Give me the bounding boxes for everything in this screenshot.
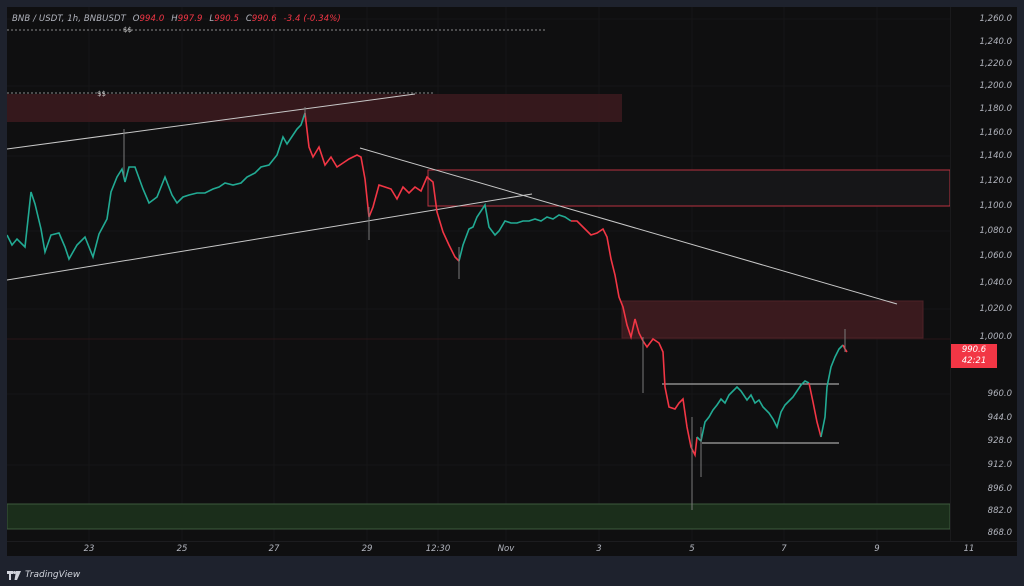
symbol-title: BNB / USDT, 1h, BNBUSDT [12,14,126,24]
price-tick: 1,140.0 [979,151,1012,161]
last-price-label: 990.6 42:21 [951,344,997,368]
price-tick: 944.0 [987,413,1012,423]
demand-zone [7,503,950,530]
price-axis[interactable]: 1,260.0 1,240.0 1,220.0 1,200.0 1,180.0 1,160… [950,7,1018,541]
candles [7,107,848,510]
time-tick: 5 [689,544,695,554]
footer-branding: TradingView [7,567,80,583]
price-tick: 1,260.0 [979,14,1012,24]
bar-countdown: 42:21 [961,356,987,366]
price-tick: 882.0 [987,506,1012,516]
price-tick: 1,180.0 [979,104,1012,114]
liquidity-label-mid: $$ [97,90,106,98]
symbol-legend: BNB / USDT, 1h, BNBUSDT O994.0 H997.9 L9… [12,14,341,24]
price-chart[interactable]: $$ $$ [7,7,950,541]
price-tick: 1,240.0 [979,37,1012,47]
open-value: 994.0 [139,14,165,24]
price-tick: 1,000.0 [979,332,1012,342]
low-value: 990.5 [214,14,240,24]
price-tick: 1,080.0 [979,226,1012,236]
time-tick: 3 [596,544,602,554]
plot-area[interactable]: $$ $$ [7,7,950,541]
price-tick: 1,220.0 [979,59,1012,69]
price-tick: 868.0 [987,528,1012,538]
time-tick: 27 [268,544,280,554]
last-price-value: 990.6 [961,345,987,355]
descending-trendline [359,147,898,305]
change-value: -3.4 (-0.34%) [283,14,341,24]
time-tick: Nov [497,544,515,554]
time-tick: 11 [963,544,975,554]
price-tick: 912.0 [987,460,1012,470]
time-tick: 9 [874,544,880,554]
channel-top-line [7,93,416,150]
price-tick: 1,040.0 [979,278,1012,288]
price-tick: 1,020.0 [979,304,1012,314]
close-value: 990.6 [251,14,277,24]
price-tick: 1,060.0 [979,251,1012,261]
price-tick: 1,120.0 [979,176,1012,186]
time-axis[interactable]: 23 25 27 29 12:30 Nov 3 5 7 9 11 [7,541,1017,557]
chart-pane[interactable]: $$ $$ [7,7,1017,556]
time-tick: 25 [176,544,188,554]
channel-bottom-line [7,193,533,281]
price-tick: 960.0 [987,389,1012,399]
price-tick: 1,100.0 [979,201,1012,211]
liquidity-label-top: $$ [123,26,132,34]
time-tick: 29 [361,544,373,554]
time-tick: 7 [781,544,787,554]
time-tick: 12:30 [425,544,451,554]
high-value: 997.9 [177,14,203,24]
price-tick: 1,200.0 [979,81,1012,91]
time-tick: 23 [83,544,95,554]
lower-supply-zone [621,300,924,339]
price-tick: 1,160.0 [979,128,1012,138]
price-tick: 896.0 [987,484,1012,494]
mid-supply-zone [427,169,950,207]
price-tick: 928.0 [987,436,1012,446]
tradingview-logo-icon [7,570,21,580]
tradingview-brand: TradingView [25,570,81,580]
